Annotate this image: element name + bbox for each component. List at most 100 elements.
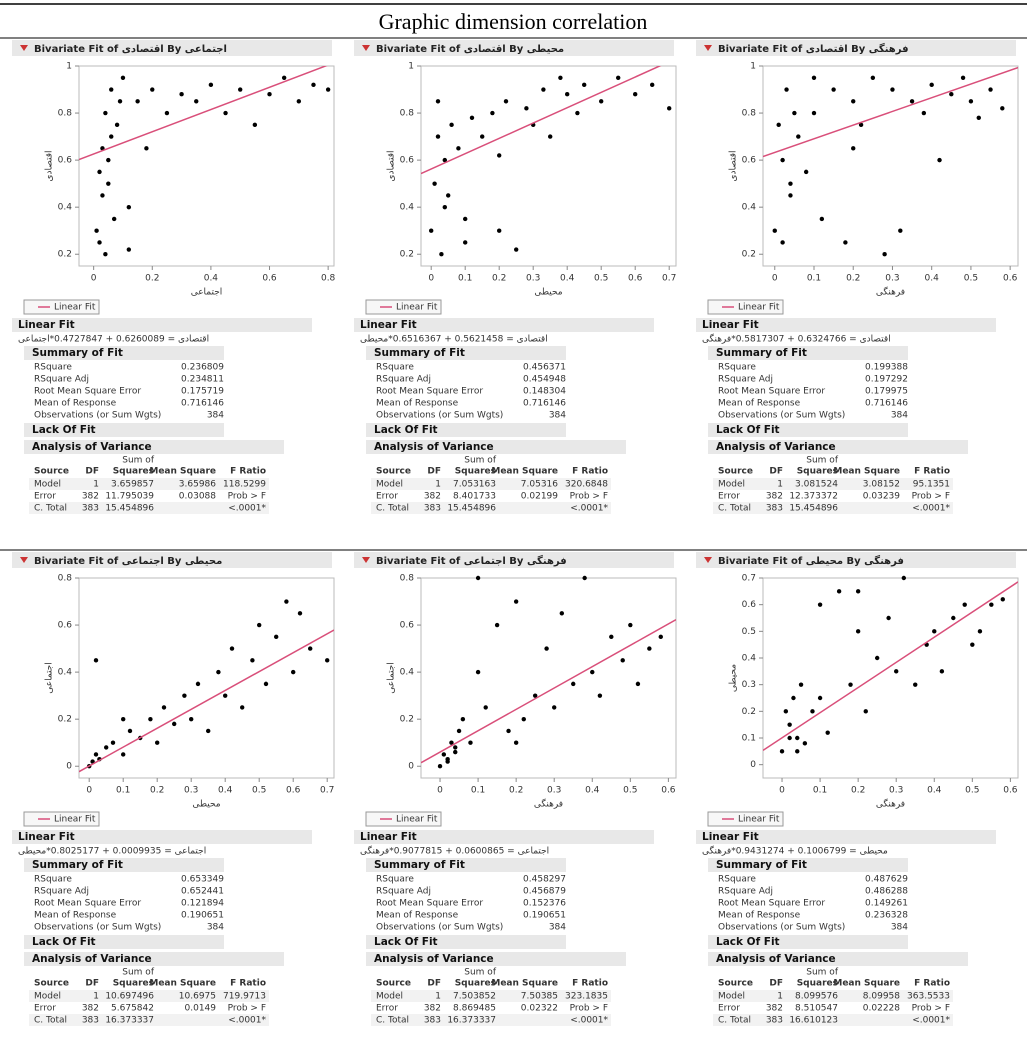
anova-header: Source <box>34 467 69 477</box>
point <box>97 170 101 174</box>
point <box>949 92 953 96</box>
anova-cell: 1 <box>435 480 441 490</box>
point <box>172 722 176 726</box>
point <box>989 602 993 606</box>
anova-cell: <.0001* <box>912 504 950 514</box>
summary-label: RSquare Adj <box>34 375 89 385</box>
point <box>476 670 480 674</box>
point <box>784 87 788 91</box>
y-tick-label: 0.2 <box>742 250 756 260</box>
section-title: Analysis of Variance <box>32 953 152 965</box>
point <box>326 87 330 91</box>
point <box>449 123 453 127</box>
point <box>970 642 974 646</box>
point <box>121 717 125 721</box>
summary-label: Observations (or Sum Wgts) <box>718 411 845 421</box>
point <box>856 629 860 633</box>
point <box>238 87 242 91</box>
point <box>812 76 816 80</box>
point <box>890 87 894 91</box>
summary-label: RSquare Adj <box>376 887 431 897</box>
plot-frame <box>421 66 676 266</box>
panel: Bivariate Fit of محیطی By فرهنگی00.10.20… <box>696 552 1018 1026</box>
point <box>514 741 518 745</box>
fit-button-label: Linear Fit <box>738 303 780 313</box>
point <box>230 646 234 650</box>
x-tick-label: 0.6 <box>286 786 301 796</box>
point <box>894 669 898 673</box>
point <box>659 635 663 639</box>
point <box>560 611 564 615</box>
point <box>94 229 98 233</box>
anova-cell: 7.503852 <box>453 992 496 1002</box>
section-title: Analysis of Variance <box>716 953 836 965</box>
point <box>616 76 620 80</box>
x-tick-label: 0.2 <box>145 274 159 284</box>
point <box>988 87 992 91</box>
anova-cell: 7.053163 <box>453 480 496 490</box>
x-tick-label: 0.1 <box>813 786 827 796</box>
point <box>438 764 442 768</box>
y-tick-label: 0.3 <box>742 680 756 690</box>
point <box>127 247 131 251</box>
point <box>311 83 315 87</box>
point <box>490 111 494 115</box>
x-axis-label: اجتماعی <box>191 288 223 298</box>
point <box>206 729 210 733</box>
point <box>791 696 795 700</box>
anova-cell: Model <box>34 992 61 1002</box>
anova-cell: Model <box>376 992 403 1002</box>
summary-value: 0.716146 <box>181 399 224 409</box>
point <box>524 106 528 110</box>
anova-cell: 16.373337 <box>447 1016 496 1026</box>
fit-equation: محیطی = 0.1006799 + 0.9431274*فرهنگی <box>702 845 888 857</box>
y-axis-label: اقتصادی <box>729 150 739 181</box>
y-tick-label: 0.4 <box>400 203 415 213</box>
x-tick-label: 0.3 <box>547 786 561 796</box>
anova-cell: 382 <box>766 492 783 502</box>
x-tick-label: 0 <box>772 274 778 284</box>
point <box>575 111 579 115</box>
point <box>103 111 107 115</box>
summary-value: 0.190651 <box>523 911 566 921</box>
section-title: Lack Of Fit <box>32 424 96 436</box>
fit-button-label: Linear Fit <box>738 815 780 825</box>
section-title: Linear Fit <box>702 831 759 843</box>
summary-value: 384 <box>891 923 908 933</box>
x-axis-label: فرهنگی <box>534 798 563 810</box>
y-axis-label: اقتصادی <box>45 150 55 181</box>
x-tick-label: 0.1 <box>458 274 472 284</box>
section-title: Lack Of Fit <box>374 424 438 436</box>
point <box>882 252 886 256</box>
fit-button-label: Linear Fit <box>54 815 96 825</box>
point <box>804 170 808 174</box>
x-tick-label: 0.6 <box>661 786 676 796</box>
fit-button-label: Linear Fit <box>396 815 438 825</box>
point <box>788 193 792 197</box>
point <box>969 99 973 103</box>
summary-value: 384 <box>207 923 224 933</box>
summary-value: 0.175719 <box>181 387 224 397</box>
section-title: Linear Fit <box>360 319 417 331</box>
anova-cell: 382 <box>424 492 441 502</box>
anova-cell: 15.454896 <box>447 504 496 514</box>
point <box>667 106 671 110</box>
summary-label: Observations (or Sum Wgts) <box>34 411 161 421</box>
anova-cell: 8.401733 <box>453 492 496 502</box>
point <box>864 709 868 713</box>
anova-cell: Prob > F <box>228 1004 266 1014</box>
anova-header: Squares <box>113 467 154 477</box>
y-tick-label: 0.5 <box>742 627 756 637</box>
point <box>443 205 447 209</box>
anova-cell: 383 <box>82 504 99 514</box>
anova-header: Mean Square <box>491 467 558 477</box>
point <box>810 709 814 713</box>
y-tick-label: 0.2 <box>400 250 414 260</box>
point <box>495 623 499 627</box>
anova-cell: 10.697496 <box>105 992 154 1002</box>
x-tick-label: 0.3 <box>526 274 540 284</box>
anova-header: Mean Square <box>833 979 900 989</box>
anova-cell: 0.02228 <box>863 1004 900 1014</box>
point <box>961 76 965 80</box>
anova-cell: 3.08152 <box>863 480 900 490</box>
